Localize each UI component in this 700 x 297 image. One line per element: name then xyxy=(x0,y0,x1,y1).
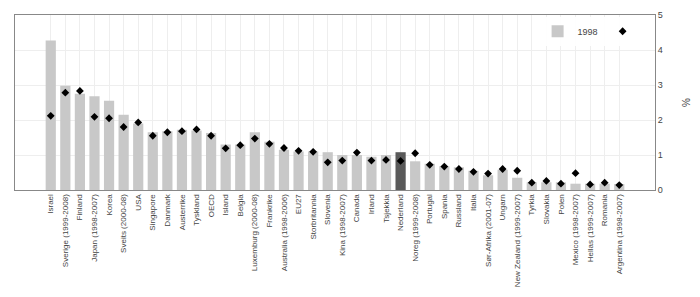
svg-text:Tyrkia: Tyrkia xyxy=(527,194,536,216)
svg-text:Hellas (1999-2007): Hellas (1999-2007) xyxy=(586,194,595,262)
svg-text:Slovakia: Slovakia xyxy=(542,194,551,225)
svg-text:5: 5 xyxy=(658,10,663,20)
svg-text:Irland: Irland xyxy=(367,194,376,214)
svg-text:4: 4 xyxy=(658,45,663,55)
svg-text:3: 3 xyxy=(658,80,663,90)
svg-text:Tsjekkia: Tsjekkia xyxy=(382,194,391,223)
svg-text:Island: Island xyxy=(221,194,230,215)
svg-text:New Zealand (1999-2007): New Zealand (1999-2007) xyxy=(513,194,522,287)
svg-text:Argentina (1998-2007): Argentina (1998-2007) xyxy=(615,194,624,274)
svg-text:Frankrike: Frankrike xyxy=(265,194,274,228)
svg-text:Israel: Israel xyxy=(46,194,55,214)
svg-text:Storbritannia: Storbritannia xyxy=(309,194,318,240)
svg-text:Nederland: Nederland xyxy=(396,194,405,231)
svg-text:Tyskland: Tyskland xyxy=(192,194,201,226)
svg-text:2: 2 xyxy=(658,115,663,125)
svg-text:Russland: Russland xyxy=(455,194,464,227)
svg-text:Korea: Korea xyxy=(105,194,114,216)
svg-text:OECD: OECD xyxy=(207,194,216,217)
svg-text:USA: USA xyxy=(134,194,143,211)
svg-text:Sveits (2000-08): Sveits (2000-08) xyxy=(119,194,128,253)
svg-text:Danmark: Danmark xyxy=(163,193,172,226)
svg-text:Portugal: Portugal xyxy=(425,194,434,224)
svg-text:1998: 1998 xyxy=(578,27,598,37)
svg-text:EU27: EU27 xyxy=(294,194,303,215)
svg-text:Luxemburg (2000-08): Luxemburg (2000-08) xyxy=(250,194,259,271)
svg-text:Japan (1998-2007): Japan (1998-2007) xyxy=(90,194,99,262)
svg-text:Noreg (1999-2008): Noreg (1999-2008) xyxy=(411,194,420,262)
svg-text:%: % xyxy=(681,98,692,107)
svg-text:0: 0 xyxy=(658,185,663,195)
svg-text:Spania: Spania xyxy=(440,194,449,219)
svg-text:Finland: Finland xyxy=(76,194,85,220)
svg-text:Mexico (1998-2007): Mexico (1998-2007) xyxy=(571,194,580,265)
svg-text:Sverige (1999-2008): Sverige (1999-2008) xyxy=(61,194,70,267)
svg-text:Italia: Italia xyxy=(469,194,478,211)
svg-text:Slovenia: Slovenia xyxy=(323,194,332,225)
svg-text:Austerrike: Austerrike xyxy=(178,194,187,231)
svg-text:Ungarn: Ungarn xyxy=(498,194,507,220)
svg-text:Polen: Polen xyxy=(557,194,566,214)
svg-text:Sør-Afrika (2001-07): Sør-Afrika (2001-07) xyxy=(484,194,493,267)
svg-text:Kina (1998-2007): Kina (1998-2007) xyxy=(338,194,347,256)
svg-text:1: 1 xyxy=(658,150,663,160)
svg-text:Romania: Romania xyxy=(600,194,609,227)
svg-text:Singapore: Singapore xyxy=(148,194,157,231)
svg-text:Belgia: Belgia xyxy=(236,194,245,217)
svg-text:Canada: Canada xyxy=(352,194,361,223)
svg-text:Australia (1998-2006): Australia (1998-2006) xyxy=(280,194,289,271)
